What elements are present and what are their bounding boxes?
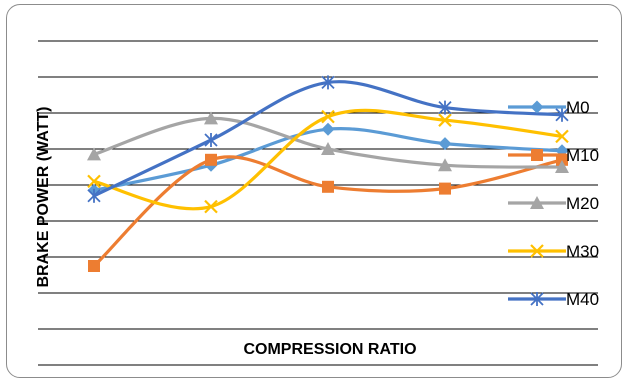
data-point-m30 xyxy=(438,113,452,127)
data-point-m10 xyxy=(322,180,334,193)
legend-marker-m40 xyxy=(530,292,544,306)
x-axis-title: COMPRESSION RATIO xyxy=(243,341,416,358)
data-point-m20 xyxy=(555,160,569,173)
y-axis-title: BRAKE POWER (WATT) xyxy=(35,106,52,287)
data-point-m10 xyxy=(439,182,451,195)
series-lines xyxy=(92,80,564,268)
legend-label-m40: M40 xyxy=(566,290,599,309)
data-point-m30 xyxy=(321,109,335,124)
legend-label-m10: M10 xyxy=(566,146,599,165)
data-point-m10 xyxy=(205,153,217,166)
data-point-m30 xyxy=(555,129,569,144)
data-point-m40 xyxy=(204,133,218,147)
legend: M0 M10 M20 M30 M40 xyxy=(508,98,599,309)
legend-marker-m30 xyxy=(530,244,544,258)
data-point-m40 xyxy=(555,107,569,122)
legend-marker-m0 xyxy=(530,100,544,114)
legend-label-m20: M20 xyxy=(566,194,599,213)
data-point-m40 xyxy=(87,188,101,203)
data-point-m40 xyxy=(438,100,452,115)
data-point-m30 xyxy=(87,174,101,189)
data-point-m0 xyxy=(438,137,452,151)
data-point-m30 xyxy=(204,199,218,214)
data-point-m20 xyxy=(204,111,218,125)
data-point-m20 xyxy=(321,142,335,155)
data-point-m20 xyxy=(87,147,101,161)
legend-label-m0: M0 xyxy=(566,98,590,117)
legend-label-m30: M30 xyxy=(566,242,599,261)
data-point-m10 xyxy=(88,260,100,272)
legend-marker-m10 xyxy=(531,149,543,161)
data-point-m0 xyxy=(321,122,335,136)
data-point-m10 xyxy=(556,153,568,166)
series-line-m10 xyxy=(92,155,564,268)
data-point-m40 xyxy=(321,75,335,90)
data-point-m20 xyxy=(438,158,452,172)
series-markers xyxy=(87,75,569,272)
legend-marker-m20 xyxy=(530,196,544,209)
chart-frame xyxy=(6,4,622,378)
